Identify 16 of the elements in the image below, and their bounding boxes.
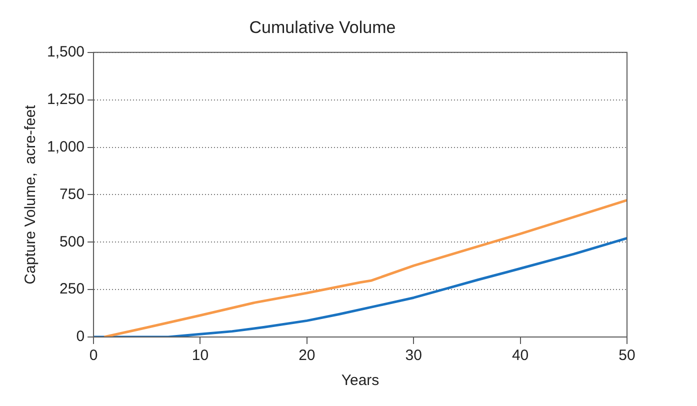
x-tick-label: 20 [298,347,316,364]
y-tick-label: 1,250 [46,90,85,108]
x-tick-label: 50 [618,347,636,364]
chart-title: Cumulative Volume [249,18,396,37]
y-tick-label: 750 [60,186,85,203]
y-axis-title: Capture Volume, acre-feet [22,104,40,284]
y-tick-label: 250 [60,280,85,298]
y-tick-label: 500 [60,233,85,250]
x-tick-label: 10 [192,347,209,364]
x-tick-label: 0 [89,347,98,364]
y-tick-label: 0 [76,328,85,346]
y-tick-label: 1,000 [46,138,85,156]
y-tick-label: 1,500 [46,44,85,61]
x-axis-title: Years [341,372,380,390]
x-tick-label: 30 [405,347,422,364]
x-tick-label: 40 [512,347,529,364]
